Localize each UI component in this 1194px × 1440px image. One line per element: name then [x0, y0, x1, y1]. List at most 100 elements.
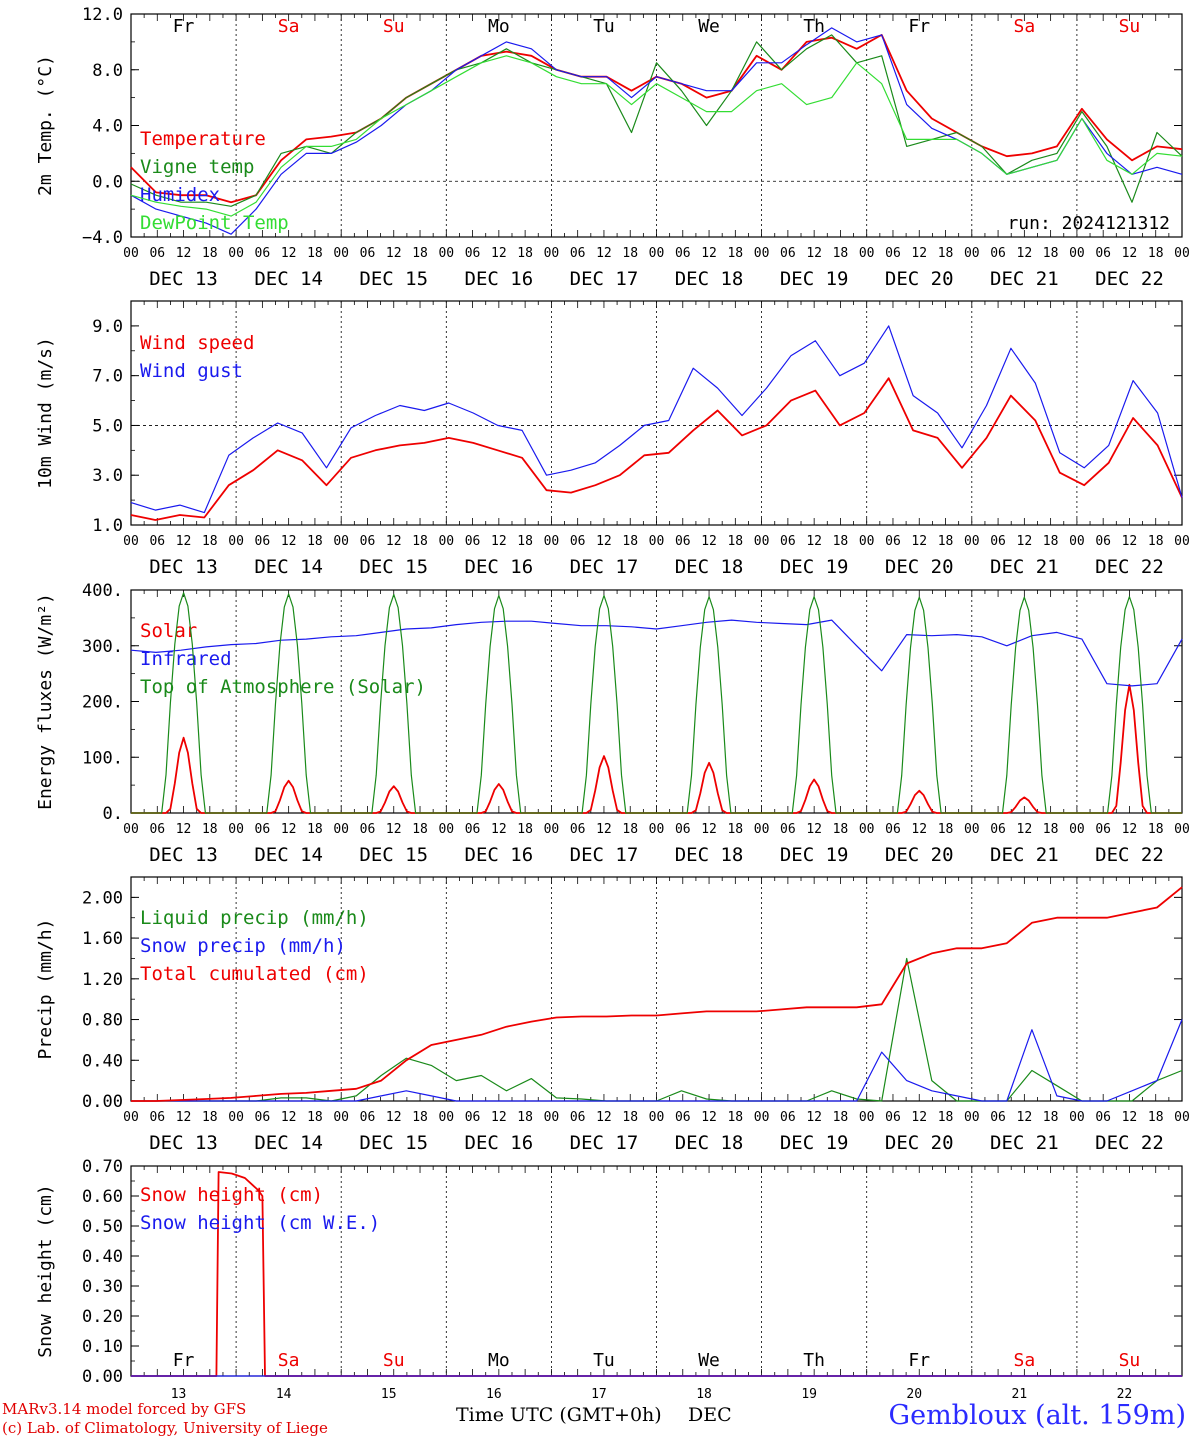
wind-ytick-label: 7.0 [92, 367, 123, 387]
snow-weekday-label: Tu [593, 1350, 615, 1371]
snow-day-number: 16 [486, 1387, 502, 1402]
temp-weekday-label: Sa [1014, 16, 1036, 37]
temp-hour-label: 18 [202, 246, 218, 261]
energy-ytick-label: 400. [82, 581, 123, 601]
temp-hour-label: 12 [281, 246, 297, 261]
precip-hour-label: 00 [754, 1110, 770, 1125]
wind-hour-label: 00 [333, 534, 349, 549]
wind-hour-label: 00 [1174, 534, 1190, 549]
snow-day-number: 20 [906, 1387, 922, 1402]
snow-day-number: 14 [276, 1387, 292, 1402]
precip-ytick-label: 0.80 [82, 1011, 123, 1031]
temp-hour-label: 06 [149, 246, 165, 261]
energy-hour-label: 00 [1174, 822, 1190, 837]
precip-hour-label: 00 [1174, 1110, 1190, 1125]
energy-date-label: DEC 14 [254, 844, 323, 866]
temp-hour-label: 00 [228, 246, 244, 261]
temp-hour-label: 18 [938, 246, 954, 261]
temp-hour-label: 12 [386, 246, 402, 261]
wind-hour-label: 12 [386, 534, 402, 549]
energy-hour-label: 18 [622, 822, 638, 837]
wind-hour-label: 12 [281, 534, 297, 549]
energy-hour-label: 00 [123, 822, 139, 837]
snow-ytick-label: 0.00 [82, 1367, 123, 1387]
precip-hour-label: 00 [123, 1110, 139, 1125]
temp-hour-label: 00 [754, 246, 770, 261]
energy-series-top-of-atmosphere-solar [131, 592, 1182, 814]
precip-date-label: DEC 18 [675, 1132, 744, 1154]
energy-ytick-label: 100. [82, 748, 123, 768]
snow-day-number: 21 [1012, 1387, 1028, 1402]
precip-hour-label: 18 [517, 1110, 533, 1125]
temp-hour-label: 12 [1017, 246, 1033, 261]
snow-day-number: 19 [801, 1387, 817, 1402]
temp-hour-label: 12 [176, 246, 192, 261]
precip-hour-label: 00 [544, 1110, 560, 1125]
temp-hour-label: 06 [1095, 246, 1111, 261]
energy-hour-label: 18 [833, 822, 849, 837]
temp-date-label: DEC 13 [149, 268, 218, 290]
temp-date-label: DEC 18 [675, 268, 744, 290]
temp-legend-entry: Vigne temp [140, 156, 254, 178]
temp-hour-label: 00 [1174, 246, 1190, 261]
energy-hour-label: 06 [990, 822, 1006, 837]
snow-ytick-label: 0.30 [82, 1277, 123, 1297]
precip-hour-label: 06 [990, 1110, 1006, 1125]
temp-weekday-label: Mo [488, 16, 510, 37]
x-axis-title: Time UTC (GMT+0h) [456, 1404, 662, 1426]
precip-hour-label: 12 [701, 1110, 717, 1125]
snow-panel: 0.00 0.10 0.20 0.30 0.40 0.50 0.60 0.70 Snow hei… [35, 1157, 1183, 1402]
temp-weekday-label: We [698, 16, 720, 37]
precip-hour-label: 18 [833, 1110, 849, 1125]
temp-date-label: DEC 21 [990, 268, 1059, 290]
energy-hour-label: 12 [386, 822, 402, 837]
energy-hour-label: 06 [149, 822, 165, 837]
precip-hour-label: 12 [491, 1110, 507, 1125]
energy-hour-label: 06 [780, 822, 796, 837]
energy-date-label: DEC 17 [570, 844, 639, 866]
wind-date-label: DEC 21 [990, 556, 1059, 578]
wind-hour-label: 12 [491, 534, 507, 549]
wind-hour-label: 06 [675, 534, 691, 549]
snow-weekday-label: Fr [908, 1350, 930, 1371]
snow-ytick-label: 0.20 [82, 1307, 123, 1327]
precip-hour-label: 12 [911, 1110, 927, 1125]
energy-legend-entry: Infrared [140, 648, 232, 670]
wind-hour-label: 00 [228, 534, 244, 549]
energy-hour-label: 18 [517, 822, 533, 837]
precip-hour-label: 18 [622, 1110, 638, 1125]
snow-day-number: 13 [171, 1387, 187, 1402]
precip-hour-label: 06 [149, 1110, 165, 1125]
temp-weekday-label: Fr [173, 16, 195, 37]
temp-hour-label: 00 [964, 246, 980, 261]
precip-date-label: DEC 13 [149, 1132, 218, 1154]
precip-ylabel: Precip (mm/h) [35, 919, 56, 1060]
wind-hour-label: 18 [1148, 534, 1164, 549]
snow-weekday-label: Su [383, 1350, 405, 1371]
location-title: Gembloux (alt. 159m) [888, 1400, 1186, 1431]
snow-ytick-label: 0.60 [82, 1187, 123, 1207]
energy-hour-label: 00 [438, 822, 454, 837]
wind-hour-label: 12 [596, 534, 612, 549]
wind-hour-label: 06 [990, 534, 1006, 549]
energy-hour-label: 18 [1148, 822, 1164, 837]
precip-hour-label: 18 [727, 1110, 743, 1125]
wind-date-label: DEC 20 [885, 556, 954, 578]
energy-hour-label: 00 [964, 822, 980, 837]
temp-hour-label: 06 [780, 246, 796, 261]
precip-hour-label: 18 [938, 1110, 954, 1125]
temp-date-label: DEC 22 [1095, 268, 1164, 290]
precip-legend-entry: Liquid precip (mm/h) [140, 907, 369, 929]
energy-ytick-label: 200. [82, 693, 123, 713]
energy-series-solar [131, 683, 1182, 814]
snow-day-number: 22 [1117, 1387, 1133, 1402]
energy-hour-label: 06 [1095, 822, 1111, 837]
wind-hour-label: 06 [360, 534, 376, 549]
energy-date-label: DEC 21 [990, 844, 1059, 866]
precip-hour-label: 18 [1148, 1110, 1164, 1125]
precip-date-label: DEC 17 [570, 1132, 639, 1154]
energy-date-label: DEC 16 [465, 844, 534, 866]
temp-ytick-label: 0.0 [92, 172, 123, 192]
energy-hour-label: 12 [491, 822, 507, 837]
